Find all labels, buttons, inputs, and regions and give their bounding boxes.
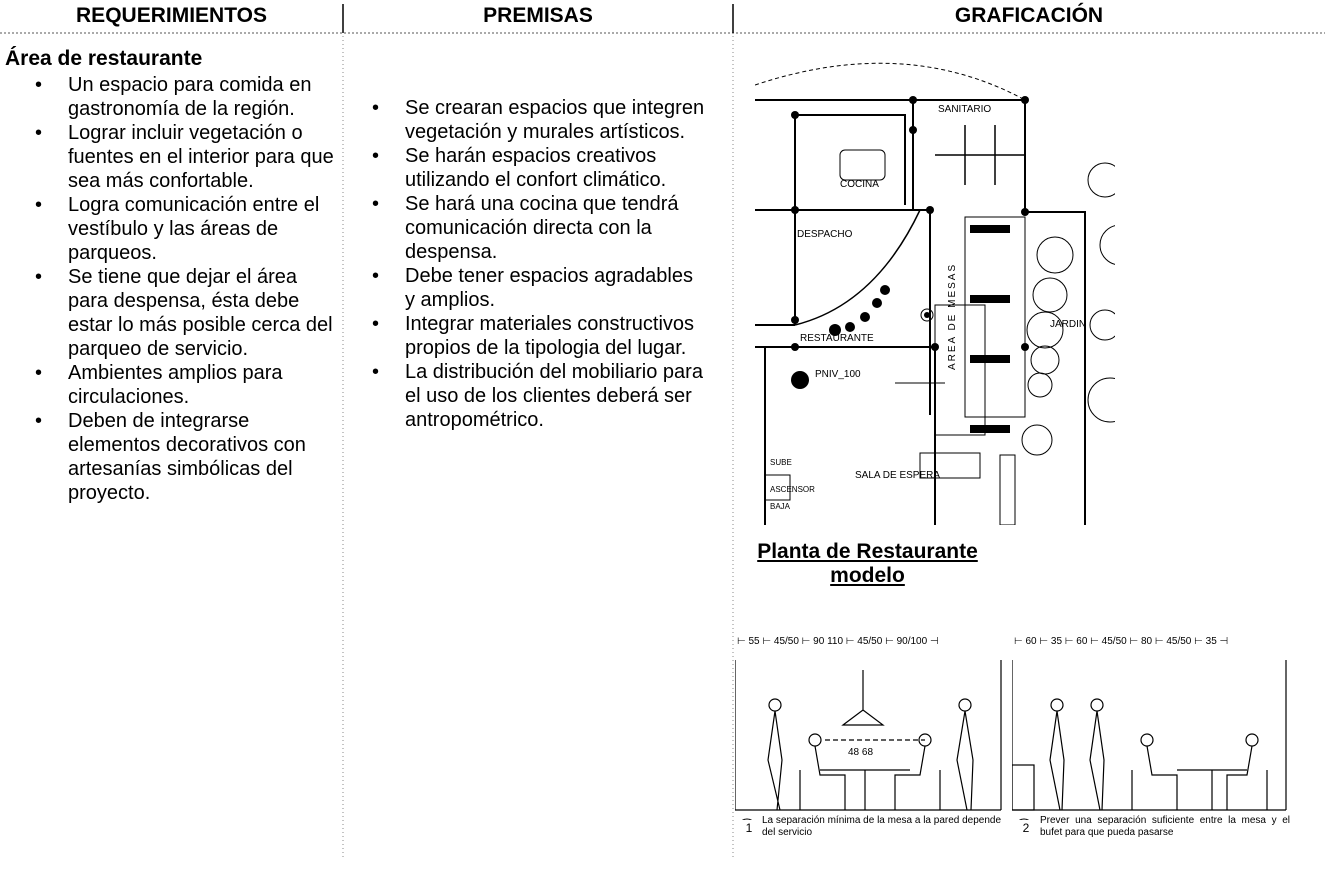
list-text: Lograr incluir vegetación o fuentes en e… — [68, 122, 334, 192]
caption: Planta de Restaurante modelo — [757, 540, 978, 587]
header: PREMISAS — [483, 4, 593, 27]
figure: ⊢ 55 ⊢ 45/50 ⊢ 90 110 ⊢ 45/50 ⊢ 90/100 ⊣… — [735, 636, 1002, 820]
list-text: Un espacio para comida en gastronomía de… — [68, 74, 312, 120]
dimension-label: ⊢ 60 ⊢ 35 ⊢ 60 ⊢ 45/50 ⊢ 80 ⊢ 45/50 ⊢ 35… — [1014, 636, 1228, 647]
list-text: Logra comunicación entre el vestíbulo y … — [68, 194, 320, 264]
bullet: • — [35, 266, 43, 288]
list-text: Se harán espacios creativos utilizando e… — [405, 145, 667, 191]
plan-label: DESPACHO — [797, 229, 853, 240]
plan-label: BAJA — [770, 502, 791, 511]
bullet: • — [372, 313, 380, 335]
bullet: • — [35, 194, 43, 216]
section-title: Área de restaurante — [5, 47, 203, 70]
list-item: • Se crearan espacios que integren vegeta… — [372, 96, 705, 144]
bullet: • — [35, 362, 43, 384]
plan-label: SUBE — [770, 458, 792, 467]
list-text: La distribución del mobiliario para el u… — [405, 361, 703, 431]
plan-label: SALA DE ESPERA — [855, 470, 940, 481]
list-text: Deben de integrarse elementos decorativo… — [68, 410, 306, 504]
list-item: • La distribución del mobiliario para el … — [372, 360, 705, 432]
plan-label: PNIV_100 — [815, 369, 861, 380]
header: GRAFICACIÓN — [954, 4, 1104, 27]
list-item: • Un espacio para comida en gastronomía d… — [35, 73, 340, 121]
caption: Prever una separación suficiente entre l… — [1040, 815, 1290, 838]
figure-number: 1 — [745, 821, 753, 835]
caption: La separación mínima de la mesa a la par… — [762, 815, 1002, 838]
figure-number: 2 — [1022, 821, 1030, 835]
bullet: • — [372, 361, 380, 383]
list-text: Debe tener espacios agradables y amplios… — [405, 265, 693, 311]
list-item: • Ambientes amplios para circulaciones. — [35, 361, 340, 409]
dimension-label: 48 68 — [848, 747, 873, 758]
bullet: • — [372, 193, 380, 215]
list-item: • Se hará una cocina que tendrá comunicac… — [372, 192, 705, 264]
list-text: Ambientes amplios para circulaciones. — [68, 362, 283, 408]
list-item: • Deben de integrarse elementos decorativ… — [35, 409, 340, 505]
plan-label: AREA DE MESAS — [947, 263, 958, 370]
list-text: Se crearan espacios que integren vegetac… — [405, 97, 705, 143]
plan-label: ASCENSOR — [770, 485, 815, 494]
list-item: • Logra comunicación entre el vestíbulo y… — [35, 193, 340, 265]
list-text: Se tiene que dejar el área para despensa… — [68, 266, 333, 360]
list-item: • Se tiene que dejar el área para despens… — [35, 265, 340, 361]
list: • Se crearan espacios que integren vegeta… — [372, 96, 705, 432]
plan-label: COCINA — [840, 179, 879, 190]
dimension-label: ⊢ 55 ⊢ 45/50 ⊢ 90 110 ⊢ 45/50 ⊢ 90/100 ⊣ — [737, 636, 939, 647]
list: • Un espacio para comida en gastronomía d… — [35, 73, 340, 505]
list-text: Integrar materiales constructivos propio… — [405, 313, 695, 359]
figure: ⊢ 60 ⊢ 35 ⊢ 60 ⊢ 45/50 ⊢ 80 ⊢ 45/50 ⊢ 35… — [1012, 636, 1287, 820]
plan-label: JARDIN — [1050, 319, 1086, 330]
list-item: • Integrar materiales constructivos propi… — [372, 312, 705, 360]
plan-label: SANITARIO — [938, 104, 991, 115]
list-item: • Lograr incluir vegetación o fuentes en … — [35, 121, 340, 193]
plan-label: RESTAURANTE — [800, 333, 874, 344]
bullet: • — [372, 265, 380, 287]
list-text: Se hará una cocina que tendrá comunicaci… — [405, 193, 679, 263]
bullet: • — [372, 97, 380, 119]
bullet: • — [372, 145, 380, 167]
bullet: • — [35, 122, 43, 144]
list-item: • Se harán espacios creativos utilizando … — [372, 144, 705, 192]
floor-plan: SANITARIO COCINA DESPACHO RESTAURANTE AR… — [755, 62, 1115, 525]
header: REQUERIMIENTOS — [76, 4, 267, 27]
bullet: • — [35, 74, 43, 96]
bullet: • — [35, 410, 43, 432]
list-item: • Debe tener espacios agradables y amplio… — [372, 264, 705, 312]
